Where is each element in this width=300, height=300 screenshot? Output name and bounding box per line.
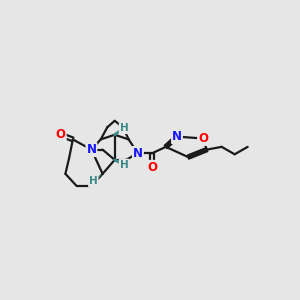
Text: H: H: [120, 160, 128, 170]
Text: N: N: [86, 143, 96, 156]
Text: O: O: [56, 128, 66, 141]
Text: O: O: [198, 132, 208, 145]
Text: H: H: [120, 123, 128, 133]
Text: N: N: [172, 130, 182, 143]
Polygon shape: [92, 174, 103, 182]
Text: H: H: [89, 176, 98, 186]
Text: O: O: [147, 161, 157, 174]
Text: N: N: [133, 147, 143, 160]
